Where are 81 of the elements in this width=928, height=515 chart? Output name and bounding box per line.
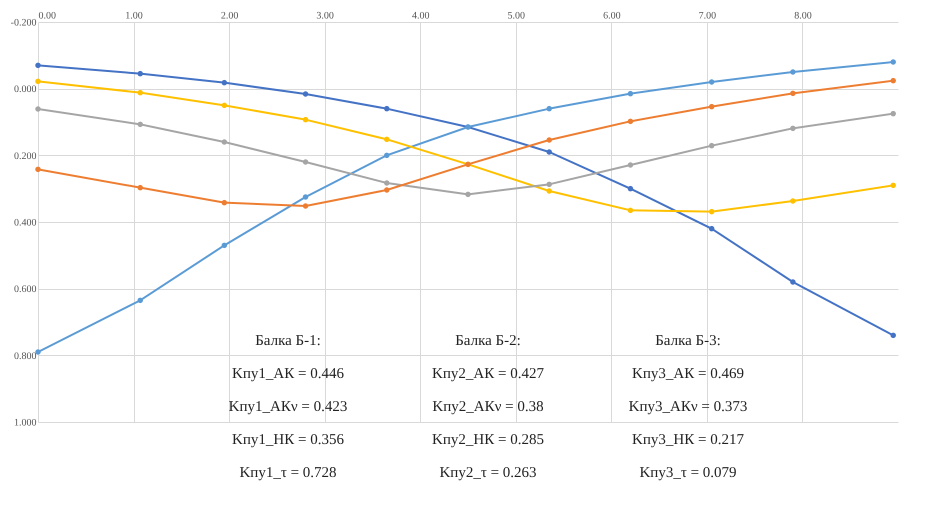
point — [546, 106, 552, 112]
x-tick-label: 1.00 — [125, 10, 143, 22]
text: Kпу3_τ = 0.079 — [639, 465, 737, 481]
text: Kпу3_НК = 0.217 — [632, 432, 744, 448]
x-tick-label: 3.00 — [316, 10, 334, 22]
point — [628, 186, 634, 192]
point — [35, 78, 41, 84]
text: Kпу2_НК = 0.285 — [432, 432, 544, 448]
annotation: Балка Б-3: — [655, 333, 721, 349]
annotation: Kпу1_АК = 0.446 — [232, 366, 344, 382]
x-tick-label: 5.00 — [508, 10, 526, 22]
point — [384, 152, 390, 158]
point — [546, 137, 552, 143]
point — [138, 298, 143, 304]
point — [302, 159, 308, 165]
point — [790, 279, 796, 285]
x-tick-label: 0.00 — [38, 10, 56, 22]
y-tick-label: 0.000 — [14, 84, 36, 96]
point — [890, 78, 896, 84]
point — [790, 126, 796, 132]
y-tick-label: 0.400 — [14, 218, 36, 228]
annotation: Kпу2_АКν = 0.38 — [432, 399, 544, 415]
point — [546, 188, 552, 194]
point — [708, 142, 714, 148]
y-tick-label: 0.800 — [14, 350, 36, 362]
point — [628, 118, 634, 124]
point — [35, 62, 41, 68]
point — [546, 149, 552, 155]
text: Kпу2_τ = 0.263 — [439, 465, 537, 481]
point — [384, 136, 390, 142]
annotation: Kпу3_АКν = 0.373 — [628, 399, 748, 415]
point — [890, 59, 896, 65]
point — [384, 106, 390, 112]
annotation: Балка Б-2: — [455, 333, 521, 349]
x-tick-label: 8.00 — [794, 10, 812, 22]
point — [222, 80, 228, 86]
point — [628, 162, 634, 168]
point — [628, 208, 634, 214]
point — [302, 91, 308, 97]
point — [628, 90, 634, 96]
point — [708, 79, 714, 85]
point — [222, 242, 228, 248]
point — [890, 182, 896, 188]
y-tick-label: 0.200 — [14, 150, 36, 162]
x-tick-label: 2.00 — [220, 10, 238, 22]
point — [546, 182, 552, 188]
point — [35, 166, 41, 172]
text: Kпу1_τ = 0.728 — [239, 465, 337, 481]
point — [222, 200, 228, 206]
annotation: Балка Б-1: — [255, 333, 321, 349]
y-tick-label: -0.200 — [10, 18, 36, 28]
point — [35, 106, 41, 112]
y-tick-label: 1.000 — [14, 418, 36, 428]
point — [708, 226, 714, 232]
point — [465, 192, 471, 198]
point — [790, 198, 796, 204]
point — [384, 187, 390, 193]
y-tick-label: 0.600 — [14, 284, 36, 296]
point — [302, 203, 308, 209]
annotation: Kпу1_АКν = 0.423 — [228, 399, 348, 415]
point — [138, 122, 143, 128]
x-tick-label: 7.00 — [698, 10, 716, 22]
point — [384, 180, 390, 186]
point — [708, 104, 714, 110]
annotation: Kпу3_АК = 0.469 — [632, 366, 744, 382]
point — [138, 184, 143, 190]
point — [790, 90, 796, 96]
point — [138, 90, 143, 96]
x-tick-label: 4.00 — [412, 10, 430, 22]
point — [302, 194, 308, 200]
point — [890, 110, 896, 116]
text: Kпу1_НК = 0.356 — [232, 432, 344, 448]
point — [138, 70, 143, 76]
point — [890, 332, 896, 338]
x-tick-label: 6.00 — [603, 10, 621, 22]
point — [302, 116, 308, 122]
point — [222, 102, 228, 108]
point — [222, 139, 228, 145]
annotation: Kпу2_АК = 0.427 — [432, 366, 544, 382]
point — [790, 69, 796, 75]
point — [708, 208, 714, 214]
